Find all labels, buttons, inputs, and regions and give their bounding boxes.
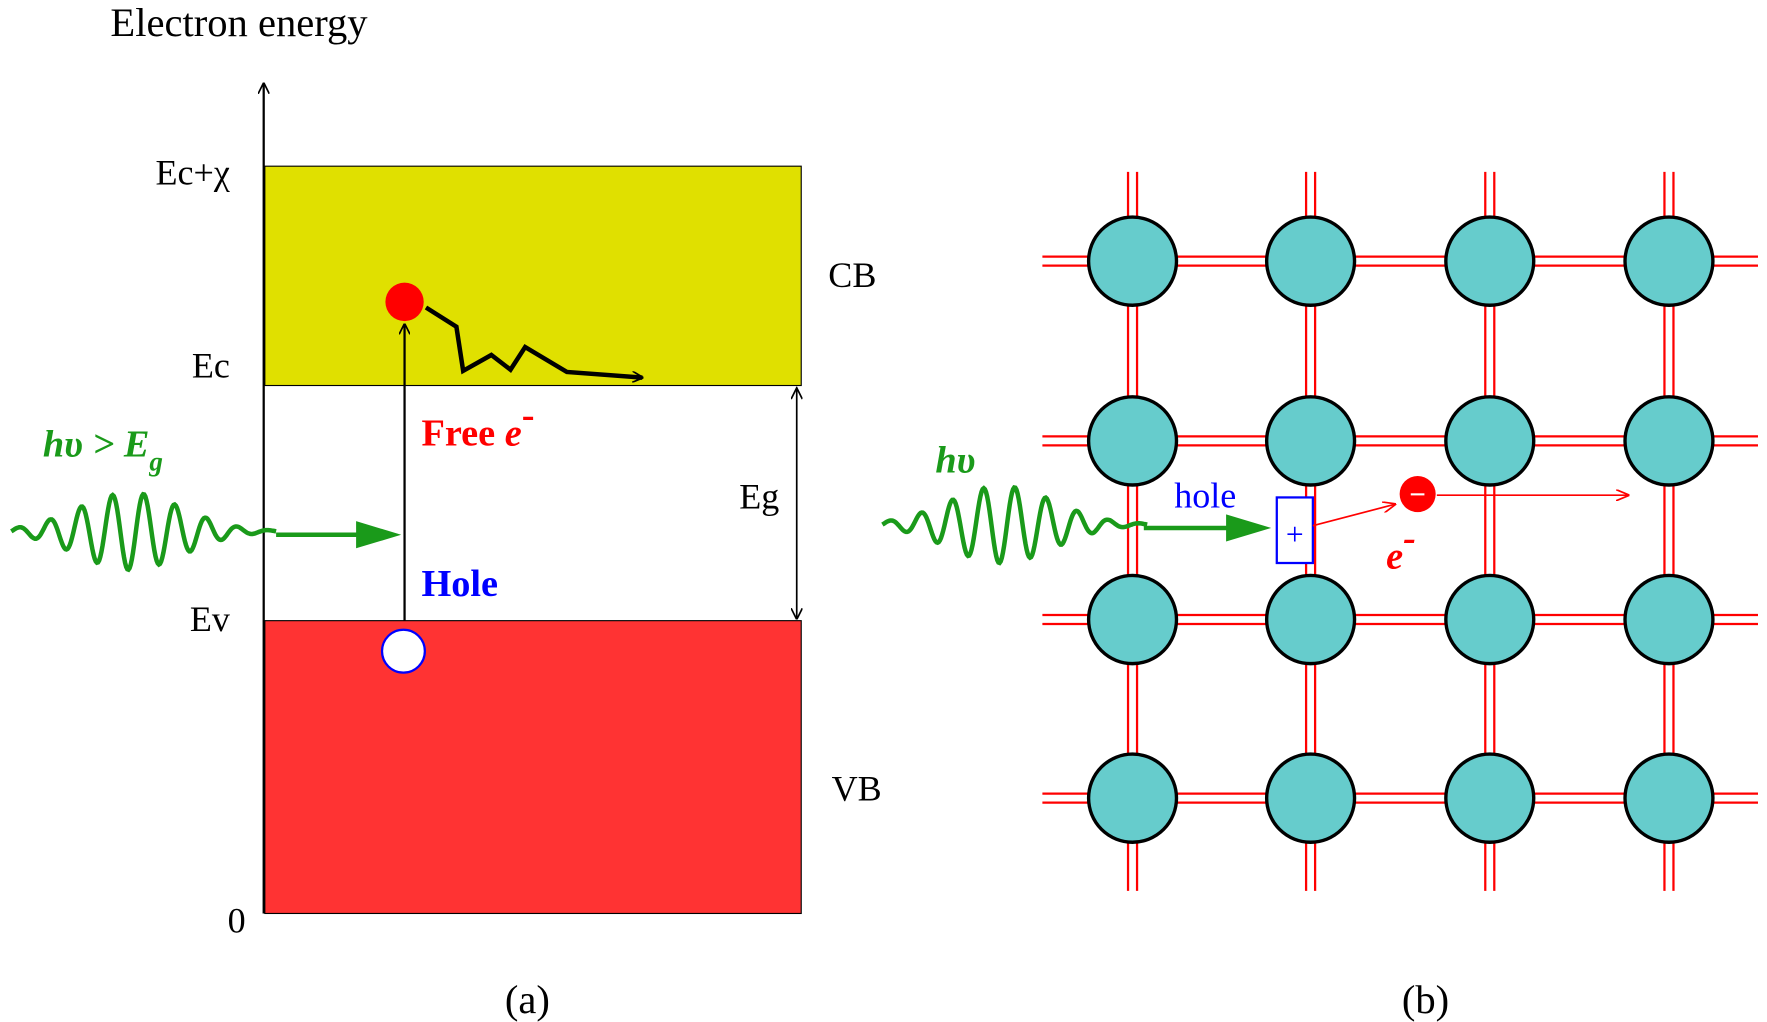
atom <box>1625 575 1713 663</box>
atom <box>1267 575 1355 663</box>
atom <box>1625 397 1713 485</box>
label-symbol: e <box>505 412 522 454</box>
level-label: 0 <box>228 901 246 941</box>
atom <box>1446 575 1534 663</box>
level-label: Ec <box>192 346 230 386</box>
atom <box>1089 397 1177 485</box>
free-electron-label: Free e- <box>421 394 534 454</box>
level-label: Ec+χ <box>156 152 230 192</box>
label-charge: - <box>522 394 535 436</box>
label-text: hυ > E <box>43 424 150 466</box>
electron-arrow <box>1313 504 1395 525</box>
lattice <box>1042 172 1758 891</box>
atom <box>1089 217 1177 305</box>
photon-label: hυ > Eg <box>43 424 163 477</box>
label-symbol: e <box>1386 536 1403 578</box>
arrow-head <box>356 521 401 548</box>
atom <box>1089 754 1177 842</box>
axis-label: Electron energy <box>110 0 368 45</box>
gap-label: Eg <box>739 477 779 517</box>
hole-label: Hole <box>421 563 498 605</box>
atom <box>1625 754 1713 842</box>
photon-label: hυ <box>935 440 975 482</box>
atom <box>1446 217 1534 305</box>
photon-wave <box>882 487 1147 562</box>
hole-sign: + <box>1286 517 1304 552</box>
valence-band <box>265 621 801 914</box>
electron-sign: − <box>1409 479 1426 511</box>
atom <box>1267 397 1355 485</box>
photon-wave <box>11 494 276 569</box>
band-label: VB <box>832 768 882 808</box>
atom <box>1446 397 1534 485</box>
level-label: Ev <box>190 599 231 639</box>
atom <box>1267 217 1355 305</box>
atom <box>1267 754 1355 842</box>
band-label: CB <box>828 255 876 295</box>
label-sub: g <box>148 446 163 476</box>
electron-label: e- <box>1386 518 1416 578</box>
figure: Electron energy Ec+χ Ec Ev 0 CB VB Eg Fr… <box>0 0 1767 1022</box>
electron <box>385 283 423 321</box>
arrow-head <box>1226 514 1271 541</box>
caption: (b) <box>1402 977 1449 1022</box>
atom <box>1089 575 1177 663</box>
hole <box>382 630 425 673</box>
hole-label: hole <box>1174 476 1236 516</box>
label-text: Free <box>421 412 504 454</box>
caption: (a) <box>505 977 550 1022</box>
atom <box>1446 754 1534 842</box>
label-charge: - <box>1403 518 1416 560</box>
atom <box>1625 217 1713 305</box>
